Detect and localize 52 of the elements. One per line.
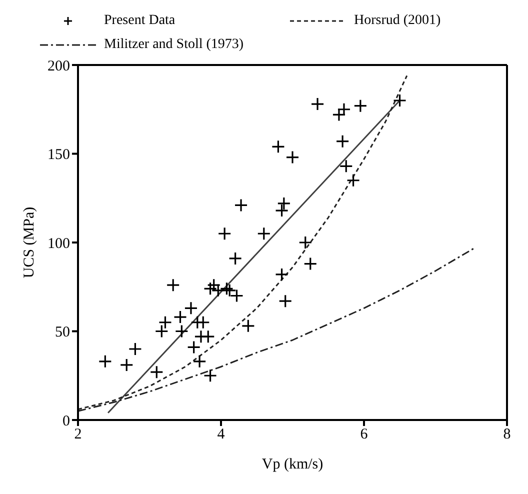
point [339,159,353,173]
y-tick-label: 50 [55,324,70,341]
x-tick-label: 6 [360,426,368,443]
point [277,196,291,210]
point [337,102,351,116]
point [203,282,218,296]
x-tick-label: 8 [503,426,511,443]
point [120,358,134,372]
x-axis-title: Vp (km/s) [262,456,324,473]
y-tick-label: 200 [48,58,70,74]
point [196,316,210,330]
point [166,278,180,292]
point [286,150,300,164]
point [274,268,289,282]
point [150,365,164,379]
point [128,342,142,356]
point [346,174,360,188]
point [203,368,218,382]
y-tick-label: 0 [62,413,70,430]
point [234,198,248,212]
point [192,354,206,368]
point [241,319,255,333]
point [184,301,198,315]
point [310,97,324,111]
point [332,108,346,122]
point [158,316,172,330]
y-tick-label: 150 [48,147,70,164]
y-tick-label: 100 [48,236,70,252]
legend-label: Militzer and Stoll (1973) [104,37,244,53]
x-tick-label: 2 [74,426,82,443]
point [173,310,188,324]
y-axis-title: UCS (MPa) [21,206,38,278]
x-tick-label: 4 [217,426,226,443]
point [154,324,168,338]
point [218,226,232,240]
point [354,99,368,113]
point [201,330,215,344]
point [336,134,350,148]
point [392,94,407,108]
point [278,294,292,308]
legend-label: Present Data [104,13,176,29]
point [274,204,289,218]
point [257,226,271,240]
point [271,140,285,154]
legend-label: Horsrud (2001) [354,13,441,29]
point [98,354,112,368]
point [228,252,242,266]
point [298,236,312,250]
point [220,282,234,296]
point [304,257,318,271]
point [174,324,188,338]
point [187,340,201,354]
